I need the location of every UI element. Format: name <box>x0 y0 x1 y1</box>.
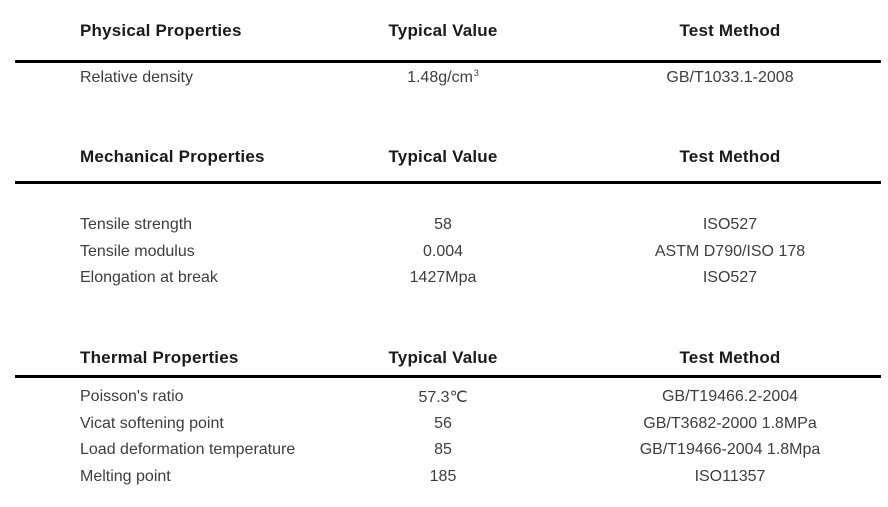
column-header-thermal-properties: Thermal Properties <box>80 348 239 367</box>
property-name: Melting point <box>80 467 171 485</box>
property-name: Load deformation temperature <box>80 441 296 459</box>
property-value: 1427Mpa <box>409 269 477 287</box>
property-value: 56 <box>434 414 452 432</box>
table-header-row: Thermal Properties Typical Value Test Me… <box>15 343 881 373</box>
section-mechanical-properties: Mechanical Properties Typical Value Test… <box>15 142 881 292</box>
property-name: Relative density <box>80 69 193 87</box>
test-method: ISO11357 <box>694 467 766 485</box>
test-method: ISO527 <box>702 269 758 287</box>
value-text: 1.48g/cm <box>407 69 473 87</box>
property-name: Vicat softening point <box>80 414 224 432</box>
property-name: Tensile modulus <box>80 242 195 260</box>
table-row: Vicat softening point 56 GB/T3682-2000 1… <box>15 411 881 438</box>
test-method: GB/T1033.1-2008 <box>666 69 794 87</box>
test-method: ISO527 <box>702 216 758 234</box>
property-name: Elongation at break <box>80 269 218 287</box>
table-row: Tensile strength 58 ISO527 <box>15 212 881 239</box>
test-method: GB/T19466-2004 1.8Mpa <box>639 441 821 459</box>
property-value: 85 <box>434 441 452 459</box>
section-divider-rule <box>15 181 881 184</box>
column-header-typical-value: Typical Value <box>388 147 498 166</box>
section-thermal-properties: Thermal Properties Typical Value Test Me… <box>15 343 881 490</box>
property-value: 1.48g/cm3 <box>328 68 558 87</box>
section-rows: Tensile strength 58 ISO527 Tensile modul… <box>15 184 881 292</box>
column-header-test-method: Test Method <box>679 348 781 367</box>
table-row: Melting point 185 ISO11357 <box>15 464 881 491</box>
value-superscript: 3 <box>473 68 479 79</box>
property-name: Tensile strength <box>80 216 193 234</box>
table-row: Poisson's ratio 57.3℃ GB/T19466.2-2004 <box>15 384 881 411</box>
column-header-typical-value: Typical Value <box>388 21 498 40</box>
property-value: 185 <box>429 467 457 485</box>
column-header-test-method: Test Method <box>679 147 781 166</box>
property-name: Poisson's ratio <box>80 388 184 406</box>
section-divider-rule <box>15 60 881 63</box>
column-header-test-method: Test Method <box>679 21 781 40</box>
column-header-physical-properties: Physical Properties <box>80 21 242 40</box>
column-header-typical-value: Typical Value <box>388 348 498 367</box>
property-value: 0.004 <box>422 242 464 260</box>
test-method: GB/T3682-2000 1.8MPa <box>643 414 817 432</box>
section-divider-rule <box>15 375 881 378</box>
table-row: Load deformation temperature 85 GB/T1946… <box>15 437 881 464</box>
table-row: Relative density 1.48g/cm3 GB/T1033.1-20… <box>15 65 881 92</box>
table-header-row: Mechanical Properties Typical Value Test… <box>15 142 881 172</box>
table-row: Tensile modulus 0.004 ASTM D790/ISO 178 <box>15 239 881 266</box>
section-rows: Poisson's ratio 57.3℃ GB/T19466.2-2004 V… <box>15 378 881 490</box>
column-header-mechanical-properties: Mechanical Properties <box>80 147 265 166</box>
table-row: Elongation at break 1427Mpa ISO527 <box>15 265 881 292</box>
test-method: GB/T19466.2-2004 <box>661 388 799 406</box>
test-method: ASTM D790/ISO 178 <box>654 242 806 260</box>
section-physical-properties: Physical Properties Typical Value Test M… <box>15 16 881 92</box>
section-rows: Relative density 1.48g/cm3 GB/T1033.1-20… <box>15 63 881 92</box>
property-value: 58 <box>434 216 452 234</box>
table-header-row: Physical Properties Typical Value Test M… <box>15 16 881 46</box>
property-value: 57.3℃ <box>418 389 468 407</box>
